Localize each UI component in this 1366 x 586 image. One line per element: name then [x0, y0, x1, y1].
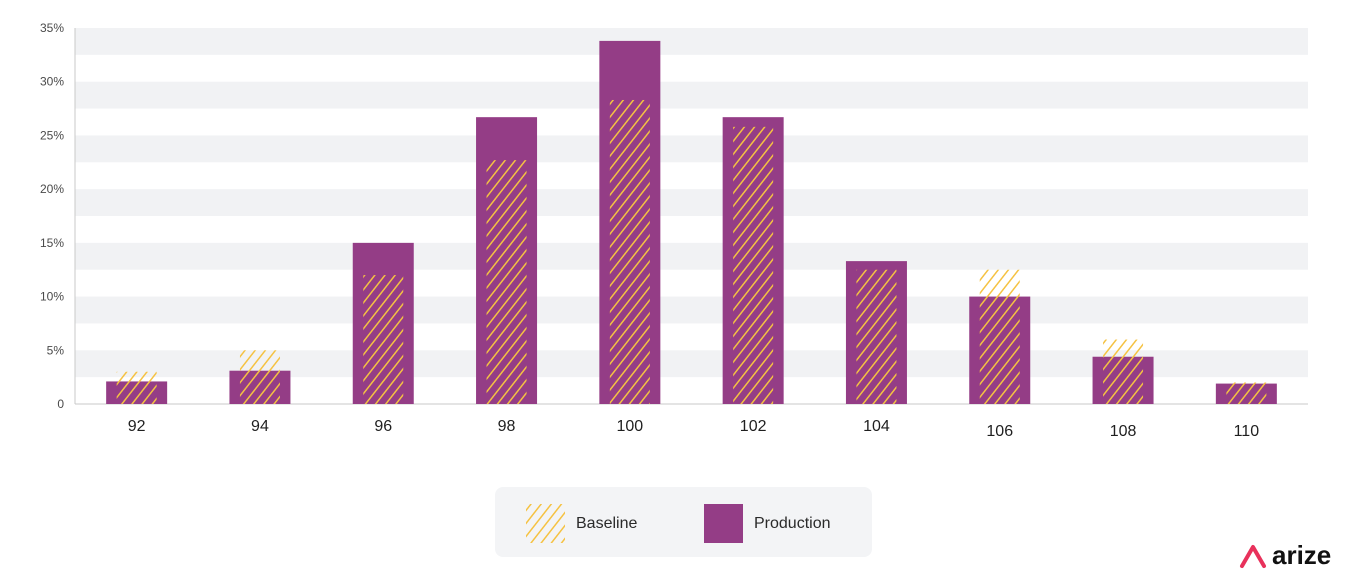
bar-baseline — [609, 99, 650, 404]
legend-background — [495, 487, 872, 557]
y-tick-label: 10% — [40, 290, 64, 304]
y-tick-label: 5% — [47, 343, 65, 357]
x-tick-label: 102 — [740, 418, 767, 435]
grid-band — [75, 81, 1308, 109]
grid-band — [75, 189, 1308, 216]
grid-band — [75, 135, 1308, 163]
x-tick-label: 110 — [1234, 423, 1260, 440]
y-tick-label: 15% — [40, 236, 64, 250]
x-tick-label: 106 — [986, 423, 1013, 440]
x-tick-label: 94 — [251, 418, 269, 435]
bar-baseline — [239, 350, 280, 404]
bar-baseline — [733, 126, 774, 404]
legend-swatch-baseline — [526, 504, 565, 543]
grid-band — [75, 296, 1308, 324]
bar-baseline — [1226, 382, 1267, 404]
bar-baseline — [363, 275, 404, 404]
bar-baseline — [116, 371, 157, 404]
x-tick-label: 92 — [128, 418, 146, 435]
x-tick-label: 100 — [616, 418, 643, 435]
y-tick-label: 0 — [57, 397, 64, 411]
y-tick-label: 35% — [40, 21, 64, 35]
grid-bands — [75, 28, 1308, 378]
bar-baseline — [486, 160, 527, 404]
bar-baseline — [856, 269, 897, 404]
x-tick-label: 104 — [863, 418, 890, 435]
y-axis: 0 5% 10% 15% 20% 25% 30% 35% — [40, 21, 76, 411]
grid-band — [75, 28, 1308, 55]
y-tick-label: 30% — [40, 75, 64, 89]
legend-swatch-production — [704, 504, 743, 543]
bar-baseline — [979, 269, 1020, 404]
legend-label-production: Production — [754, 515, 831, 532]
grid-band — [75, 242, 1308, 270]
y-tick-label: 25% — [40, 128, 64, 142]
y-tick-label: 20% — [40, 182, 64, 196]
x-tick-label: 108 — [1110, 423, 1137, 440]
bars — [106, 40, 1277, 405]
brand-name: arize — [1272, 540, 1331, 570]
legend-label-baseline: Baseline — [576, 515, 637, 532]
x-tick-label: 96 — [374, 418, 392, 435]
arize-logo-icon — [1240, 545, 1266, 568]
x-tick-label: 98 — [498, 418, 516, 435]
brand-logo: arize — [1240, 540, 1331, 570]
legend: Baseline Production — [495, 487, 872, 557]
category-labels: 92 94 96 98 100 102 104 106 108 110 — [128, 418, 1259, 440]
bar-baseline — [1103, 339, 1144, 404]
